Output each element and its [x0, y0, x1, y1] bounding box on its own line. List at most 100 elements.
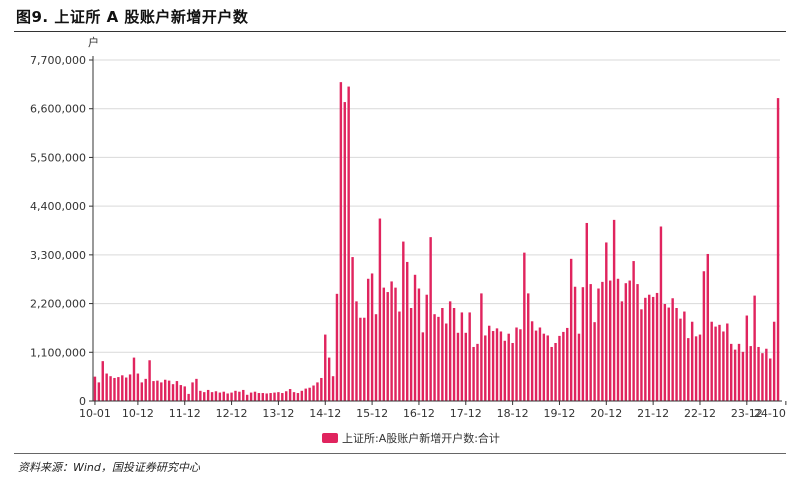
bar [569, 258, 573, 401]
bar [425, 294, 428, 401]
x-tick-label: 13-12 [262, 407, 294, 420]
bar [203, 392, 206, 401]
bar [464, 332, 467, 401]
bar [269, 393, 272, 401]
bar [491, 331, 495, 401]
bar [366, 278, 370, 401]
bar [156, 380, 159, 401]
x-tick-label: 18-12 [497, 407, 529, 420]
bar [597, 288, 600, 401]
legend-label: 上证所:A股账户新增开户数:合计 [342, 431, 500, 445]
bar [93, 376, 97, 401]
bar [394, 287, 397, 401]
bar [585, 222, 588, 401]
bar [406, 261, 409, 401]
bar [589, 284, 592, 401]
bar [324, 334, 327, 401]
bar [456, 332, 460, 401]
bar [164, 379, 167, 401]
bar [187, 393, 190, 401]
bar [402, 241, 405, 401]
bar [554, 342, 557, 401]
y-tick-label: 5,500,000 [30, 151, 86, 164]
bar [651, 296, 655, 401]
y-tick-label: 6,600,000 [30, 103, 86, 116]
bar [687, 338, 690, 401]
bar [655, 292, 659, 401]
bar [218, 392, 222, 401]
bar [409, 308, 413, 401]
grid-lines [93, 59, 780, 353]
bar [304, 388, 307, 401]
bar [382, 287, 386, 401]
bar [667, 307, 670, 401]
x-tick-label: 20-12 [590, 407, 622, 420]
bar [726, 323, 729, 401]
bar [733, 349, 737, 401]
bar [624, 283, 628, 401]
bar [370, 273, 374, 401]
bar [772, 321, 776, 401]
x-tick-label: 19-12 [543, 407, 575, 420]
bar [210, 392, 214, 401]
bar [374, 314, 378, 401]
bar [339, 82, 343, 401]
bar [659, 226, 663, 401]
bar [191, 382, 194, 401]
bar [261, 393, 265, 401]
bar [363, 317, 366, 401]
bar [546, 335, 549, 401]
bar [698, 334, 702, 401]
bar [694, 336, 698, 401]
bar [242, 389, 245, 401]
bar [679, 318, 682, 401]
bar [433, 314, 436, 401]
bar [285, 391, 288, 401]
bar [117, 377, 120, 401]
bar [355, 301, 358, 401]
bar [109, 376, 112, 401]
bar [757, 346, 760, 401]
bar [753, 295, 756, 401]
bar [648, 294, 651, 401]
bar [702, 271, 706, 401]
x-tick-label: 15-12 [356, 407, 388, 420]
bar [175, 381, 179, 401]
x-tick-label: 23-12 [731, 407, 763, 420]
legend-swatch [322, 433, 338, 443]
bar [581, 287, 585, 401]
bar [179, 385, 183, 401]
bar [612, 219, 616, 401]
bar [452, 308, 456, 401]
x-tick-label: 14-12 [309, 407, 341, 420]
bar [257, 393, 261, 401]
bar [249, 392, 253, 401]
bar [245, 394, 249, 401]
bar [429, 237, 432, 401]
bar [577, 333, 581, 401]
bar [495, 328, 499, 401]
bar [769, 358, 772, 401]
bar [378, 218, 382, 401]
bar [327, 357, 331, 401]
axes: 0 1,100,000 2,200,000 3,300,000 4,400,000 5,5… [30, 54, 787, 420]
bar [714, 326, 717, 401]
bar [308, 387, 311, 401]
y-tick-label: 1,100,000 [30, 346, 86, 359]
y-tick-label: 3,300,000 [30, 249, 86, 262]
bar [558, 335, 561, 401]
bar [214, 391, 218, 401]
bar [542, 333, 546, 401]
bar [331, 376, 335, 401]
bar [730, 343, 733, 401]
bar [359, 317, 362, 401]
bar [593, 322, 596, 401]
bar [206, 389, 210, 401]
bar [183, 386, 186, 401]
bar [320, 377, 323, 401]
bar [472, 346, 475, 401]
bar-series [93, 82, 780, 401]
bar [776, 98, 780, 401]
x-tick-label: 17-12 [450, 407, 482, 420]
